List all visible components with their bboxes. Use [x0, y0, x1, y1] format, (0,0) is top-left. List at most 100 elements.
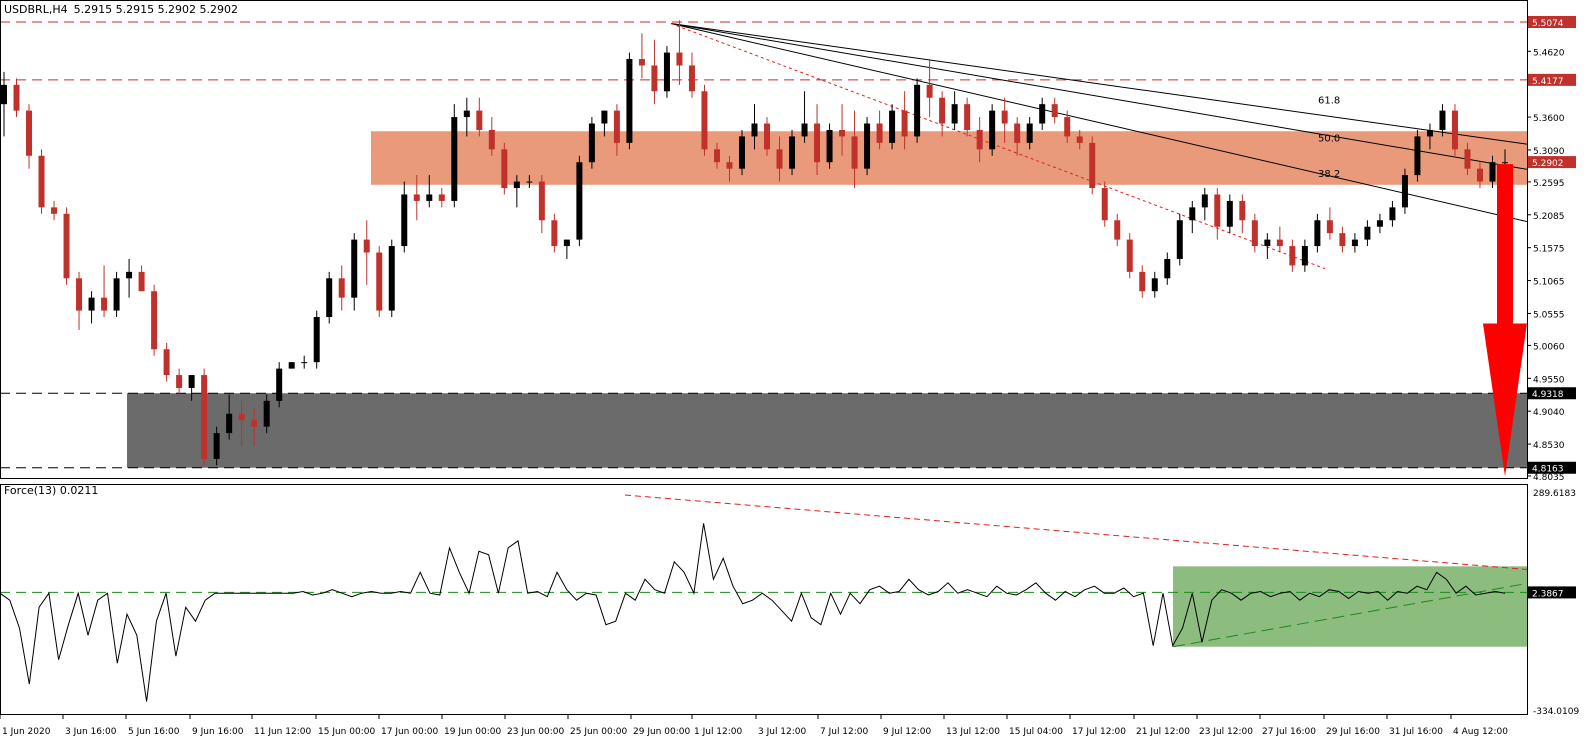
candle-body [1464, 149, 1471, 169]
candle-body [538, 181, 545, 221]
candle-body [1139, 271, 1146, 292]
candle-body [401, 194, 408, 247]
candle-body [1401, 175, 1408, 208]
candle-body [1026, 123, 1033, 143]
force-series-line [0, 523, 1506, 702]
bearish-arrow [1483, 164, 1527, 477]
candle-body [388, 246, 395, 311]
candle-body [663, 52, 670, 92]
x-tick-label: 25 Jun 00:00 [570, 727, 627, 737]
candle-body [1201, 194, 1208, 208]
indicator-red-trendline [624, 494, 1528, 570]
fib-line-38-2 [670, 23, 1528, 223]
candle-body [738, 136, 745, 169]
candle-body [476, 110, 483, 130]
candle-body [551, 220, 558, 247]
candle-body [1001, 110, 1008, 124]
candle-body [113, 278, 120, 311]
candle-body [1326, 220, 1333, 234]
candle-body [1, 84, 7, 105]
x-tick-label: 7 Jul 12:00 [820, 727, 869, 737]
x-tick-label: 13 Jul 12:00 [946, 727, 1000, 737]
y-tick-label: 5.3090 [1533, 147, 1565, 157]
candle-body [501, 149, 508, 189]
candle-body [413, 194, 420, 201]
candle-body [138, 271, 145, 292]
support-zone [127, 393, 1527, 468]
candle-body [426, 194, 433, 201]
symbol-title: USDBRL,H4 5.2915 5.2915 5.2902 5.2902 [4, 3, 238, 16]
x-tick-label: 9 Jul 12:00 [883, 727, 932, 737]
fib-label: 50.0 [1318, 134, 1340, 145]
level-price-label: 5.4177 [1532, 77, 1564, 87]
candle-body [651, 65, 658, 92]
candle-body [176, 375, 183, 388]
price-panel: 61.8 50.0 38.2 [0, 20, 1528, 477]
candle-body [26, 110, 33, 156]
candle-body [1226, 200, 1233, 227]
candle-body [1451, 110, 1458, 150]
fib-line-50-0 [670, 23, 1528, 170]
candle-body [488, 129, 495, 150]
x-tick-label: 21 Jul 12:00 [1136, 727, 1190, 737]
candle-body [363, 239, 370, 253]
level-price-label: 4.9318 [1532, 390, 1564, 400]
candle-body [1189, 207, 1196, 221]
candle-body [889, 110, 896, 143]
candle-body [263, 400, 270, 427]
y-tick-label: 5.0555 [1533, 310, 1565, 320]
candle-body [851, 136, 858, 169]
y-tick-label: 5.2085 [1533, 212, 1565, 222]
x-tick-label: 23 Jul 12:00 [1199, 727, 1253, 737]
indicator-level-box [1528, 586, 1576, 599]
candle-body [576, 162, 583, 240]
indicator-tick-label: 289.6183 [1533, 489, 1576, 499]
x-tick-label: 17 Jul 12:00 [1072, 727, 1126, 737]
indicator-tick-label: -334.0109 [1533, 707, 1579, 717]
x-tick-label: 15 Jul 04:00 [1009, 727, 1063, 737]
level-price-label: 5.5074 [1532, 19, 1564, 29]
candle-body [201, 375, 208, 459]
y-tick-label: 5.3600 [1533, 114, 1565, 124]
candle-body [1239, 200, 1246, 221]
candle-body [1101, 188, 1108, 221]
candle-body [839, 129, 846, 137]
candle-body [238, 413, 245, 421]
y-tick-label: 5.2595 [1533, 179, 1565, 189]
candle-body [814, 123, 821, 163]
candle-body [951, 104, 958, 124]
candle-body [351, 239, 358, 298]
candle-body [188, 375, 195, 388]
candle-body [751, 123, 758, 137]
candle-body [713, 149, 720, 163]
candle-body [989, 110, 996, 150]
candle-body [789, 136, 796, 169]
indicator-title: Force(13) 0.0211 [4, 484, 98, 497]
x-tick-label: 11 Jun 12:00 [254, 727, 311, 737]
candle-body [926, 84, 933, 98]
candle-body [1039, 104, 1046, 124]
candle-body [38, 155, 45, 208]
candle-body [313, 317, 320, 363]
level-price-box [1528, 16, 1576, 28]
candle-body [288, 362, 295, 369]
candle-body [1164, 258, 1171, 279]
candle-body [1439, 110, 1446, 130]
y-tick-label: 5.1065 [1533, 278, 1565, 288]
x-tick-label: 31 Jul 16:00 [1389, 727, 1443, 737]
candle-body [1289, 246, 1296, 266]
x-tick-label: 19 Jun 00:00 [444, 727, 501, 737]
candle-body [163, 349, 170, 376]
candle-body [513, 181, 520, 189]
x-tick-label: 3 Jun 16:00 [65, 727, 117, 737]
candle-body [676, 52, 683, 66]
x-tick-label: 3 Jul 12:00 [758, 727, 807, 737]
force-indicator-panel [0, 494, 1528, 702]
level-price-box [1528, 156, 1576, 169]
candle-body [1214, 194, 1221, 227]
candle-body [1426, 129, 1433, 137]
candle-body [151, 291, 158, 350]
x-tick-label: 5 Jun 16:00 [128, 727, 180, 737]
x-tick-label: 27 Jul 16:00 [1262, 727, 1316, 737]
candle-body [801, 123, 808, 137]
